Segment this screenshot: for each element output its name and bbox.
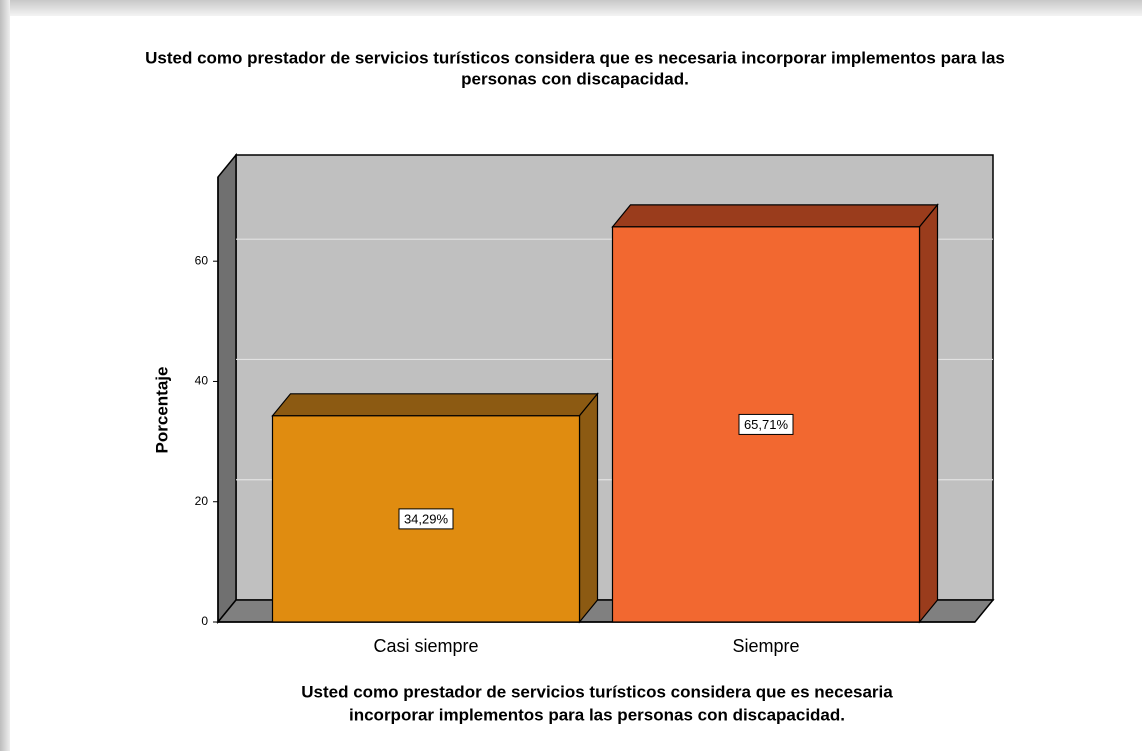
y-axis-title: Porcentaje <box>152 367 171 454</box>
bar-top <box>611 204 939 228</box>
frame-left <box>0 0 10 751</box>
y-tick-label: 0 <box>201 614 208 628</box>
x-axis-title: incorporar implementos para las personas… <box>349 705 845 724</box>
y-tick-label: 40 <box>195 374 209 388</box>
bar-side <box>918 203 939 624</box>
x-axis-title: Usted como prestador de servicios turíst… <box>301 682 893 701</box>
value-label: 34,29% <box>404 511 449 526</box>
chart-title: personas con discapacidad. <box>461 69 689 88</box>
value-label-box <box>738 413 794 435</box>
y-tick-label: 20 <box>195 494 209 508</box>
left-wall <box>217 152 237 625</box>
chart-title: Usted como prestador de servicios turíst… <box>145 48 1005 67</box>
x-tick-label: Siempre <box>732 636 799 656</box>
value-label-box <box>398 508 454 530</box>
value-label: 65,71% <box>744 417 789 432</box>
bar-side <box>578 392 599 624</box>
frame-top <box>0 0 1142 16</box>
x-tick-label: Casi siempre <box>373 636 478 656</box>
bar-top <box>271 393 599 417</box>
y-tick-label: 60 <box>195 253 209 267</box>
